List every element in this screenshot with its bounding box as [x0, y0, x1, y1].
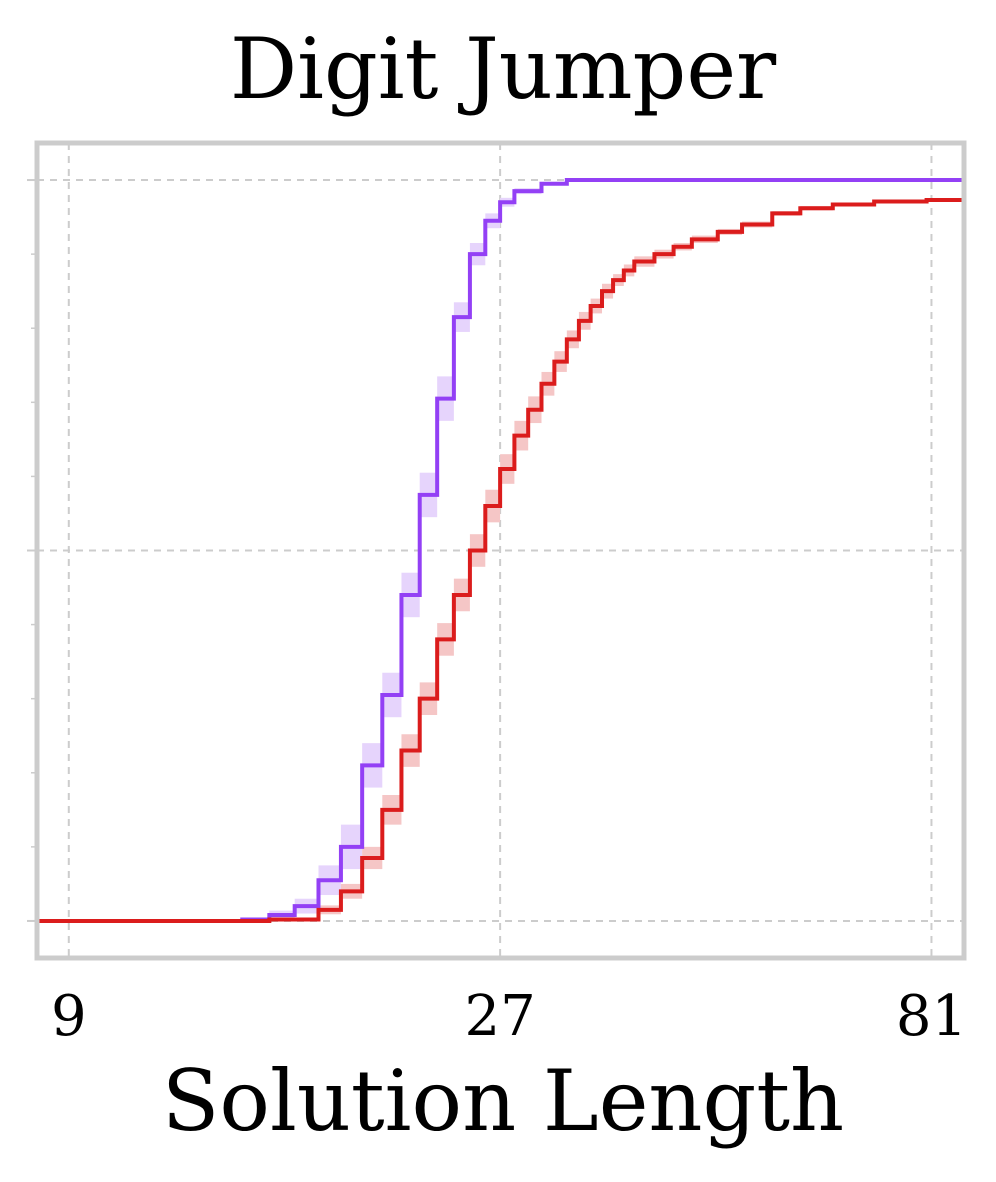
series-lines: [37, 178, 966, 923]
grid: [37, 143, 964, 958]
x-tick-label-27: 27: [464, 984, 535, 1049]
x-tick-labels: 9 27 81: [51, 984, 967, 1049]
x-axis-label: Solution Length: [162, 1052, 844, 1150]
x-tick-label-81: 81: [896, 984, 967, 1049]
x-tick-label-9: 9: [51, 984, 87, 1049]
series-0-line: [37, 178, 964, 923]
chart-title: Digit Jumper: [230, 20, 777, 118]
series-1-line: [37, 198, 966, 923]
plot-frame: [34, 140, 967, 961]
